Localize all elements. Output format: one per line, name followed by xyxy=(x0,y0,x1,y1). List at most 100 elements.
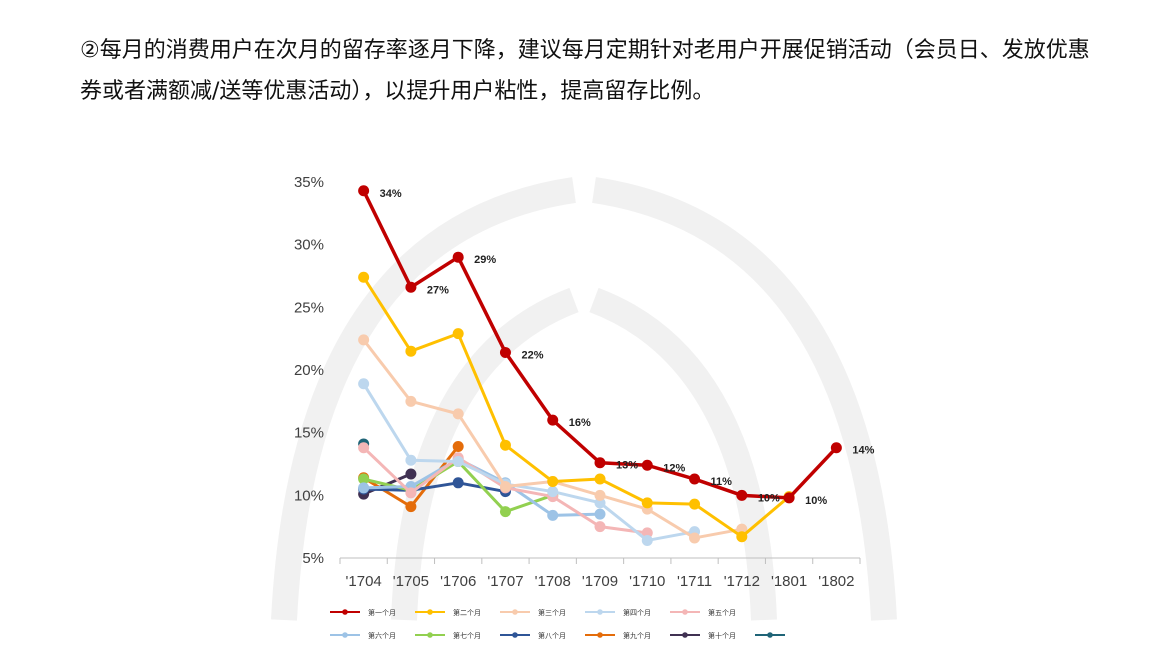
legend-item: 第十个月 xyxy=(670,631,736,640)
y-tick-label: 5% xyxy=(302,550,324,567)
data-point xyxy=(358,271,370,283)
data-point xyxy=(452,408,464,420)
x-tick-label: '1708 xyxy=(535,573,571,590)
data-point xyxy=(499,346,511,358)
legend-item: 第二个月 xyxy=(415,608,481,617)
data-point xyxy=(452,440,464,452)
legend-item: 第三个月 xyxy=(500,608,566,617)
data-point xyxy=(452,455,464,467)
data-point xyxy=(594,521,606,533)
x-tick-label: '1707 xyxy=(487,573,523,590)
x-tick-label: '1712 xyxy=(724,573,760,590)
data-point xyxy=(547,414,559,426)
legend-item: 第六个月 xyxy=(330,631,396,640)
data-point xyxy=(405,395,417,407)
data-point xyxy=(594,497,606,509)
data-point xyxy=(452,477,464,489)
data-point xyxy=(736,531,748,543)
data-point xyxy=(405,345,417,357)
legend-swatch-marker xyxy=(512,609,518,615)
series-path xyxy=(362,276,791,539)
data-point xyxy=(594,473,606,485)
x-tick-label: '1801 xyxy=(771,573,807,590)
data-point xyxy=(594,489,606,501)
axes: '1704 '1705 '1706 '1707 '1708 '1709 '1710 '1711… xyxy=(294,174,861,590)
y-tick-label: 25% xyxy=(294,299,324,316)
data-point xyxy=(499,439,511,451)
data-label: 27% xyxy=(427,284,449,296)
legend-label: 第九个月 xyxy=(623,631,651,640)
y-tick-label: 15% xyxy=(294,425,324,442)
legend-swatch-marker xyxy=(342,632,348,638)
data-point xyxy=(641,527,653,539)
x-tick-label: '1709 xyxy=(582,573,618,590)
legend-item xyxy=(755,632,785,638)
y-tick-label: 30% xyxy=(294,237,324,254)
series-layer: 34% 27% 29% 22% 16% 13% 12% 11% 10% 10% 14% xyxy=(358,185,875,546)
data-label: 22% xyxy=(521,349,543,361)
legend-swatch-marker xyxy=(342,609,348,615)
data-point xyxy=(405,487,417,499)
data-point xyxy=(689,473,701,485)
series-line xyxy=(358,271,795,543)
data-point xyxy=(452,328,464,340)
legend-item: 第七个月 xyxy=(415,631,481,640)
series-path xyxy=(362,382,695,542)
x-tick-label: '1711 xyxy=(677,573,712,590)
x-tick-label: '1710 xyxy=(629,573,665,590)
data-point xyxy=(594,508,606,520)
legend-swatch-marker xyxy=(427,632,433,638)
y-tick-label: 10% xyxy=(294,487,324,504)
legend-swatch-marker xyxy=(597,632,603,638)
data-point xyxy=(499,481,511,493)
legend-item: 第五个月 xyxy=(670,608,736,617)
data-point xyxy=(358,442,370,454)
data-point xyxy=(736,523,748,535)
headline-text: ②每月的消费用户在次月的留存率逐月下降，建议每月定期针对老用户开展促销活动（会员… xyxy=(80,38,1090,104)
data-point xyxy=(641,497,653,509)
data-point xyxy=(547,476,559,488)
data-point xyxy=(358,378,370,390)
watermark xyxy=(271,177,897,621)
legend-label: 第十个月 xyxy=(708,631,736,640)
data-point xyxy=(830,442,842,454)
data-point xyxy=(358,482,370,494)
chart-svg: '1704 '1705 '1706 '1707 '1708 '1709 '1710 '1711… xyxy=(271,174,897,640)
legend-label: 第二个月 xyxy=(453,608,481,617)
data-point xyxy=(452,251,464,263)
x-tick-label: '1706 xyxy=(440,573,476,590)
legend-label: 第一个月 xyxy=(368,608,396,617)
legend-swatch-marker xyxy=(682,609,688,615)
retention-chart: '1704 '1705 '1706 '1707 '1708 '1709 '1710 '1711… xyxy=(244,150,932,650)
data-point xyxy=(405,281,417,293)
legend-swatch-marker xyxy=(597,609,603,615)
y-tick-label: 35% xyxy=(294,174,324,191)
data-label: 13% xyxy=(616,460,638,472)
legend-swatch-marker xyxy=(427,609,433,615)
data-label: 16% xyxy=(569,417,591,429)
data-label: 14% xyxy=(852,445,874,457)
data-point xyxy=(405,501,417,513)
data-point xyxy=(547,509,559,521)
legend-item: 第四个月 xyxy=(585,608,651,617)
data-point xyxy=(358,185,370,197)
legend-swatch-marker xyxy=(767,632,773,638)
legend-swatch-marker xyxy=(512,632,518,638)
data-point xyxy=(783,492,795,504)
data-label: 12% xyxy=(663,462,685,474)
x-tick-label: '1704 xyxy=(346,573,382,590)
data-point xyxy=(689,532,701,544)
legend-label: 第八个月 xyxy=(538,631,566,640)
legend-item: 第九个月 xyxy=(585,631,651,640)
data-label: 34% xyxy=(380,188,402,200)
data-point xyxy=(358,334,370,346)
data-point xyxy=(499,506,511,518)
legend-label: 第四个月 xyxy=(623,608,651,617)
data-point xyxy=(689,498,701,510)
data-label: 11% xyxy=(711,476,733,488)
y-tick-label: 20% xyxy=(294,362,324,379)
legend-label: 第三个月 xyxy=(538,608,566,617)
legend-label: 第七个月 xyxy=(453,631,481,640)
x-tick-label: '1802 xyxy=(818,573,854,590)
